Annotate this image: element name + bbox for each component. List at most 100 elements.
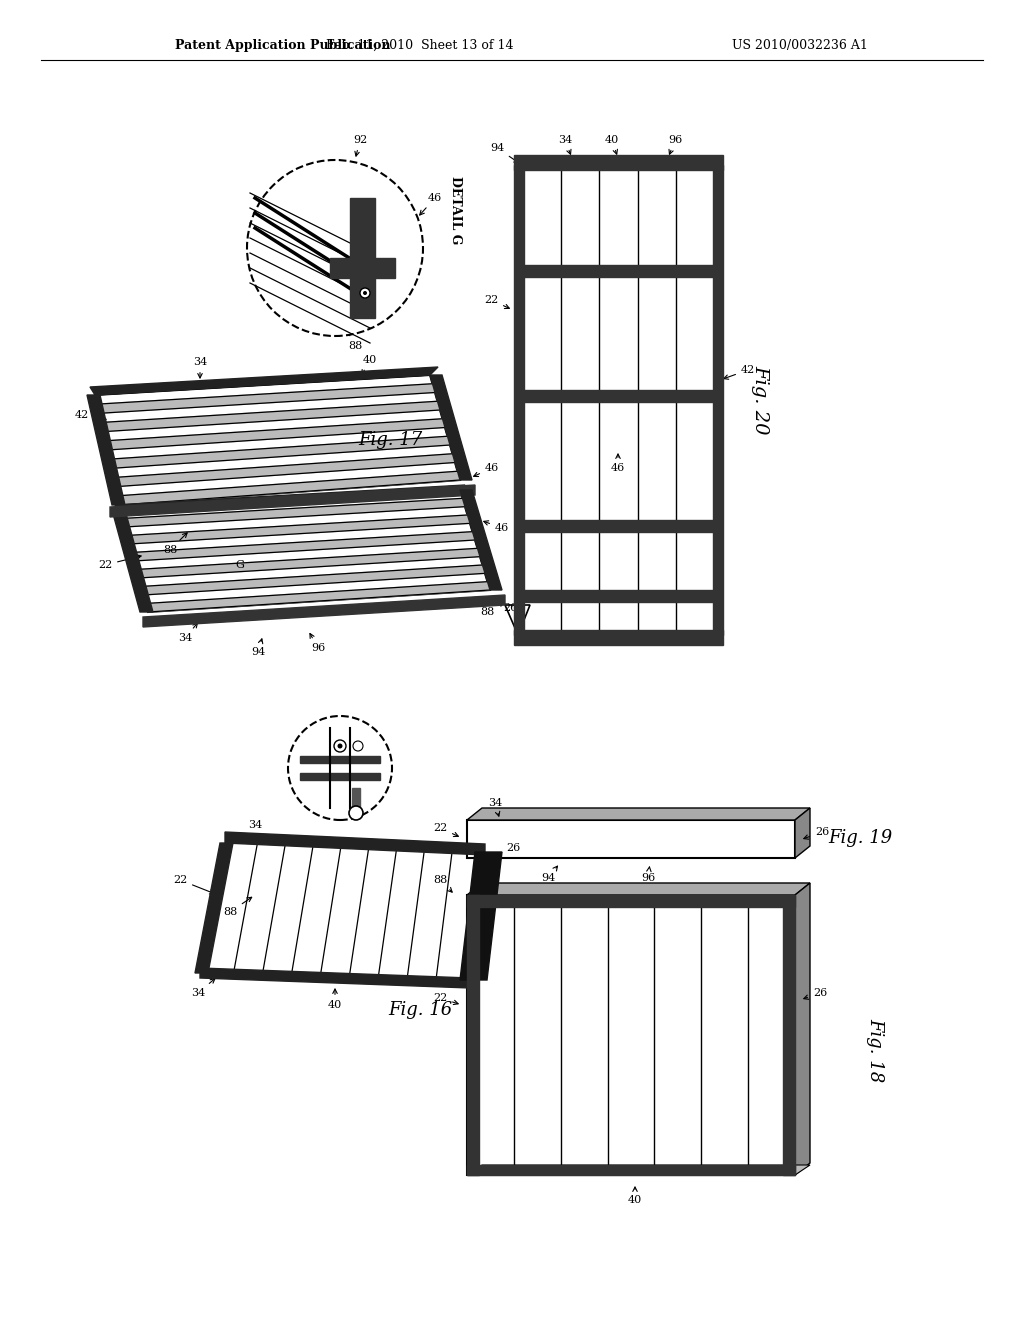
Text: 34: 34 (487, 799, 502, 816)
Text: 46: 46 (420, 193, 442, 215)
Circle shape (247, 160, 423, 337)
Polygon shape (505, 605, 530, 635)
Polygon shape (97, 384, 435, 413)
Bar (522, 165, 715, 635)
Text: 26: 26 (494, 599, 517, 612)
Text: 34: 34 (558, 135, 572, 154)
Polygon shape (522, 520, 715, 532)
Polygon shape (713, 165, 723, 635)
Polygon shape (467, 883, 810, 895)
Text: Fig. 20: Fig. 20 (751, 366, 769, 434)
Polygon shape (467, 1166, 795, 1175)
Text: 40: 40 (605, 135, 620, 154)
Polygon shape (122, 499, 465, 527)
Text: 42: 42 (75, 411, 106, 421)
Text: 22: 22 (98, 554, 141, 570)
Polygon shape (522, 389, 715, 403)
Polygon shape (105, 418, 445, 450)
Text: 92: 92 (353, 135, 368, 156)
Polygon shape (200, 968, 470, 987)
Text: 22: 22 (433, 993, 458, 1005)
Polygon shape (195, 843, 233, 973)
Polygon shape (330, 257, 395, 279)
Polygon shape (136, 548, 480, 578)
Polygon shape (350, 198, 375, 318)
Polygon shape (514, 154, 723, 170)
Text: 96: 96 (641, 867, 655, 883)
Text: 46: 46 (483, 521, 509, 533)
Polygon shape (127, 515, 470, 544)
Text: 94: 94 (489, 143, 519, 162)
Polygon shape (110, 484, 475, 517)
Polygon shape (120, 490, 490, 612)
Polygon shape (522, 265, 715, 277)
Bar (467, 820, 795, 858)
Text: Fig. 16: Fig. 16 (388, 1001, 453, 1019)
Text: 42: 42 (724, 366, 755, 379)
Polygon shape (522, 590, 715, 602)
Text: 22: 22 (173, 875, 214, 894)
Polygon shape (145, 582, 490, 612)
Text: 88: 88 (163, 533, 187, 554)
Polygon shape (467, 808, 810, 820)
Polygon shape (95, 375, 460, 506)
Polygon shape (114, 454, 455, 487)
Text: 34: 34 (178, 623, 198, 643)
Polygon shape (467, 895, 479, 1175)
Circle shape (360, 288, 370, 298)
Text: 88: 88 (433, 875, 453, 892)
Polygon shape (101, 401, 440, 432)
Text: 22: 22 (484, 294, 509, 309)
Polygon shape (514, 630, 723, 645)
Polygon shape (430, 375, 472, 480)
Polygon shape (467, 895, 795, 907)
Text: Fig. 17: Fig. 17 (357, 432, 422, 449)
Bar (467, 895, 795, 1175)
Polygon shape (205, 840, 480, 979)
Polygon shape (90, 367, 438, 395)
Text: 94: 94 (251, 639, 265, 657)
Text: 26: 26 (804, 828, 829, 840)
Circle shape (334, 741, 346, 752)
Polygon shape (143, 595, 505, 627)
Polygon shape (132, 532, 475, 561)
Polygon shape (514, 165, 524, 635)
Polygon shape (467, 1166, 810, 1175)
Text: 26: 26 (804, 987, 827, 999)
Polygon shape (141, 565, 485, 595)
Polygon shape (300, 756, 380, 763)
Circle shape (362, 290, 367, 294)
Polygon shape (118, 471, 460, 506)
Polygon shape (795, 883, 810, 1175)
Text: 90: 90 (308, 168, 324, 189)
Circle shape (353, 741, 362, 751)
Polygon shape (110, 436, 450, 469)
Circle shape (338, 743, 342, 748)
Text: 94: 94 (541, 866, 557, 883)
Text: Fig. 18: Fig. 18 (866, 1018, 884, 1082)
Text: 34: 34 (248, 820, 263, 840)
Text: 40: 40 (361, 355, 377, 375)
Text: US 2010/0032236 A1: US 2010/0032236 A1 (732, 38, 868, 51)
Text: 26: 26 (494, 843, 520, 857)
Text: 40: 40 (628, 1187, 642, 1205)
Polygon shape (225, 832, 485, 855)
Text: 46: 46 (474, 463, 499, 477)
Text: 34: 34 (193, 356, 207, 378)
Text: 46: 46 (611, 454, 625, 473)
Polygon shape (460, 490, 502, 590)
Text: DETAIL G: DETAIL G (449, 176, 462, 244)
Text: 96: 96 (310, 634, 326, 653)
Polygon shape (352, 788, 360, 813)
Polygon shape (115, 484, 465, 510)
Text: 88: 88 (347, 330, 362, 351)
Polygon shape (460, 851, 502, 979)
Text: 22: 22 (433, 822, 459, 837)
Text: 34: 34 (190, 978, 215, 998)
Text: 40: 40 (328, 989, 342, 1010)
Text: Fig. 19: Fig. 19 (827, 829, 892, 847)
Text: 88: 88 (223, 898, 252, 917)
Text: G: G (236, 560, 245, 570)
Text: 88: 88 (480, 602, 504, 616)
Polygon shape (112, 510, 153, 612)
